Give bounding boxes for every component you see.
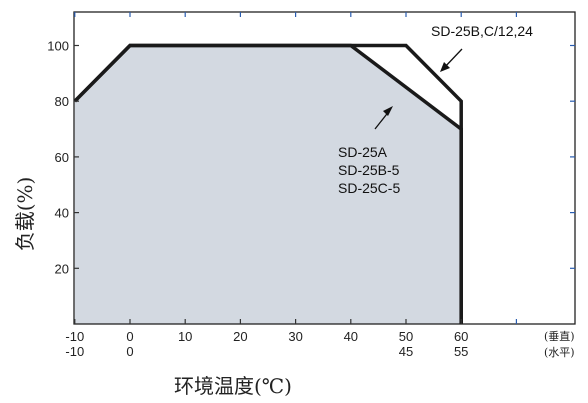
plot-frame — [73, 11, 576, 325]
y-tick-label: 100 — [47, 39, 69, 54]
x-axis-title: 环境温度(℃) — [174, 374, 292, 398]
x-tick-label-horizontal: 45 — [399, 344, 413, 359]
y-tick-label: 20 — [55, 261, 69, 276]
derating-area-fill — [74, 45, 462, 324]
annotation-sd-25a-line: SD-25A — [338, 144, 388, 160]
y-tick-label: 80 — [55, 94, 69, 109]
x-tick-label-vertical: 40 — [344, 329, 358, 344]
x-tick-label-horizontal: 55 — [454, 344, 468, 359]
x-tick-label-horizontal: 0 — [126, 344, 133, 359]
plot-area — [73, 43, 463, 324]
axes — [73, 11, 576, 325]
x-tick-label-vertical: 50 — [399, 329, 413, 344]
annotation-sd-25a-line: SD-25C-5 — [338, 180, 400, 196]
orientation-label-horizontal: (水平) — [544, 346, 575, 359]
annotation-arrowhead — [383, 106, 393, 116]
y-tick-label: 40 — [55, 206, 69, 221]
x-tick-label-horizontal: -10 — [65, 344, 84, 359]
x-tick-label-vertical: 30 — [288, 329, 302, 344]
series-line-sd-25a — [73, 43, 463, 324]
annotation-sd-25a-line: SD-25B-5 — [338, 162, 400, 178]
y-axis-title: 负载(%) — [13, 177, 37, 252]
x-tick-label-vertical: 0 — [126, 329, 133, 344]
x-tick-label-vertical: 10 — [178, 329, 192, 344]
y-tick-label: 60 — [55, 150, 69, 165]
x-tick-label-vertical: 20 — [233, 329, 247, 344]
orientation-label-vertical: (垂直) — [544, 329, 575, 343]
x-tick-label-vertical: 60 — [454, 329, 468, 344]
annotation-sd-25bc: SD-25B,C/12,24 — [431, 23, 533, 39]
x-tick-label-vertical: -10 — [65, 329, 84, 344]
annotation-arrowhead — [440, 62, 450, 72]
